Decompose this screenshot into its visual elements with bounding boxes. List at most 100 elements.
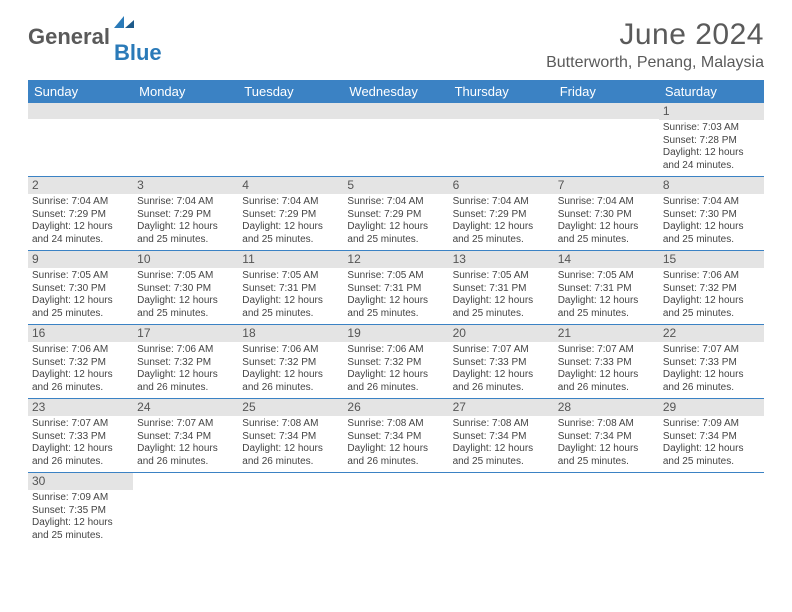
day-header-row: SundayMondayTuesdayWednesdayThursdayFrid… (28, 80, 764, 103)
day-cell (554, 473, 659, 546)
day-cell: 19Sunrise: 7:06 AMSunset: 7:32 PMDayligh… (343, 325, 448, 398)
day-cell: 2 Sunrise: 7:04 AMSunset: 7:29 PMDaylight… (28, 177, 133, 250)
day-cell (133, 473, 238, 546)
day-cell: 4 Sunrise: 7:04 AMSunset: 7:29 PMDaylight… (238, 177, 343, 250)
day-number: 28 (554, 399, 659, 416)
day-cell (449, 473, 554, 546)
day-info: Sunrise: 7:04 AMSunset: 7:29 PMDaylight:… (137, 196, 234, 246)
day-info: Sunrise: 7:03 AMSunset: 7:28 PMDaylight:… (663, 122, 760, 172)
day-cell: 5Sunrise: 7:04 AMSunset: 7:29 PMDaylight… (343, 177, 448, 250)
empty-day-bar (133, 103, 238, 119)
day-info: Sunrise: 7:06 AMSunset: 7:32 PMDaylight:… (32, 344, 129, 394)
day-info: Sunrise: 7:05 AMSunset: 7:31 PMDaylight:… (347, 270, 444, 320)
day-number: 17 (133, 325, 238, 342)
day-cell: 8 Sunrise: 7:04 AMSunset: 7:30 PMDaylight… (659, 177, 764, 250)
logo-text-blue: Blue (114, 40, 162, 66)
day-cell: 29Sunrise: 7:09 AMSunset: 7:34 PMDayligh… (659, 399, 764, 472)
day-number: 23 (28, 399, 133, 416)
week-row: 9Sunrise: 7:05 AMSunset: 7:30 PMDaylight… (28, 251, 764, 325)
day-number: 30 (28, 473, 133, 490)
day-number: 2 (28, 177, 133, 194)
day-cell: 11Sunrise: 7:05 AMSunset: 7:31 PMDayligh… (238, 251, 343, 324)
day-info: Sunrise: 7:08 AMSunset: 7:34 PMDaylight:… (558, 418, 655, 468)
day-cell: 13Sunrise: 7:05 AMSunset: 7:31 PMDayligh… (449, 251, 554, 324)
day-cell (28, 103, 133, 176)
day-number: 6 (449, 177, 554, 194)
day-header: Wednesday (343, 80, 448, 103)
day-cell (343, 103, 448, 176)
day-header: Friday (554, 80, 659, 103)
day-number: 27 (449, 399, 554, 416)
day-cell: 23 Sunrise: 7:07 AMSunset: 7:33 PMDayligh… (28, 399, 133, 472)
empty-day-bar (343, 103, 448, 119)
day-number: 11 (238, 251, 343, 268)
day-info: Sunrise: 7:04 AMSunset: 7:29 PMDaylight:… (242, 196, 339, 246)
day-cell: 16 Sunrise: 7:06 AMSunset: 7:32 PMDayligh… (28, 325, 133, 398)
day-number: 4 (238, 177, 343, 194)
day-number: 25 (238, 399, 343, 416)
day-info: Sunrise: 7:09 AMSunset: 7:35 PMDaylight:… (32, 492, 129, 542)
day-number: 22 (659, 325, 764, 342)
day-header: Saturday (659, 80, 764, 103)
day-cell: 30 Sunrise: 7:09 AMSunset: 7:35 PMDayligh… (28, 473, 133, 546)
day-cell: 18 Sunrise: 7:06 AMSunset: 7:32 PMDayligh… (238, 325, 343, 398)
day-cell (133, 103, 238, 176)
day-info: Sunrise: 7:05 AMSunset: 7:30 PMDaylight:… (137, 270, 234, 320)
day-info: Sunrise: 7:06 AMSunset: 7:32 PMDaylight:… (242, 344, 339, 394)
empty-day-bar (554, 103, 659, 119)
day-cell (238, 473, 343, 546)
day-cell: 25 Sunrise: 7:08 AMSunset: 7:34 PMDayligh… (238, 399, 343, 472)
day-number: 21 (554, 325, 659, 342)
day-info: Sunrise: 7:05 AMSunset: 7:31 PMDaylight:… (453, 270, 550, 320)
day-cell: 6 Sunrise: 7:04 AMSunset: 7:29 PMDaylight… (449, 177, 554, 250)
day-cell: 20 Sunrise: 7:07 AMSunset: 7:33 PMDayligh… (449, 325, 554, 398)
day-cell: 21 Sunrise: 7:07 AMSunset: 7:33 PMDayligh… (554, 325, 659, 398)
day-cell: 1 Sunrise: 7:03 AMSunset: 7:28 PMDaylight… (659, 103, 764, 176)
day-info: Sunrise: 7:06 AMSunset: 7:32 PMDaylight:… (663, 270, 760, 320)
page-title: June 2024 (546, 18, 764, 52)
day-cell (238, 103, 343, 176)
day-info: Sunrise: 7:04 AMSunset: 7:29 PMDaylight:… (453, 196, 550, 246)
day-cell: 3 Sunrise: 7:04 AMSunset: 7:29 PMDaylight… (133, 177, 238, 250)
day-info: Sunrise: 7:07 AMSunset: 7:33 PMDaylight:… (558, 344, 655, 394)
day-info: Sunrise: 7:07 AMSunset: 7:33 PMDaylight:… (663, 344, 760, 394)
day-header: Monday (133, 80, 238, 103)
day-header: Thursday (449, 80, 554, 103)
calendar: SundayMondayTuesdayWednesdayThursdayFrid… (28, 80, 764, 546)
day-info: Sunrise: 7:08 AMSunset: 7:34 PMDaylight:… (242, 418, 339, 468)
empty-day-bar (28, 103, 133, 119)
day-number: 3 (133, 177, 238, 194)
day-cell: 14Sunrise: 7:05 AMSunset: 7:31 PMDayligh… (554, 251, 659, 324)
day-number: 16 (28, 325, 133, 342)
day-number: 20 (449, 325, 554, 342)
day-cell: 7Sunrise: 7:04 AMSunset: 7:30 PMDaylight… (554, 177, 659, 250)
week-row: 23 Sunrise: 7:07 AMSunset: 7:33 PMDayligh… (28, 399, 764, 473)
day-number: 7 (554, 177, 659, 194)
day-number: 10 (133, 251, 238, 268)
day-number: 9 (28, 251, 133, 268)
day-number: 15 (659, 251, 764, 268)
day-cell: 28 Sunrise: 7:08 AMSunset: 7:34 PMDayligh… (554, 399, 659, 472)
day-info: Sunrise: 7:04 AMSunset: 7:29 PMDaylight:… (32, 196, 129, 246)
day-cell: 26Sunrise: 7:08 AMSunset: 7:34 PMDayligh… (343, 399, 448, 472)
logo-sail-icon (114, 14, 136, 35)
day-number: 1 (659, 103, 764, 120)
location-subtitle: Butterworth, Penang, Malaysia (546, 54, 764, 72)
day-number: 24 (133, 399, 238, 416)
day-header: Sunday (28, 80, 133, 103)
day-cell: 9Sunrise: 7:05 AMSunset: 7:30 PMDaylight… (28, 251, 133, 324)
day-number: 29 (659, 399, 764, 416)
day-info: Sunrise: 7:04 AMSunset: 7:30 PMDaylight:… (663, 196, 760, 246)
day-number: 12 (343, 251, 448, 268)
week-row: 16 Sunrise: 7:06 AMSunset: 7:32 PMDayligh… (28, 325, 764, 399)
day-info: Sunrise: 7:07 AMSunset: 7:33 PMDaylight:… (453, 344, 550, 394)
day-number: 8 (659, 177, 764, 194)
day-cell: 22 Sunrise: 7:07 AMSunset: 7:33 PMDayligh… (659, 325, 764, 398)
empty-day-bar (449, 103, 554, 119)
day-info: Sunrise: 7:07 AMSunset: 7:33 PMDaylight:… (32, 418, 129, 468)
day-number: 18 (238, 325, 343, 342)
logo-text-general: General (28, 24, 110, 50)
title-block: June 2024 Butterworth, Penang, Malaysia (546, 18, 764, 72)
logo: General Blue (28, 24, 184, 50)
day-info: Sunrise: 7:08 AMSunset: 7:34 PMDaylight:… (347, 418, 444, 468)
